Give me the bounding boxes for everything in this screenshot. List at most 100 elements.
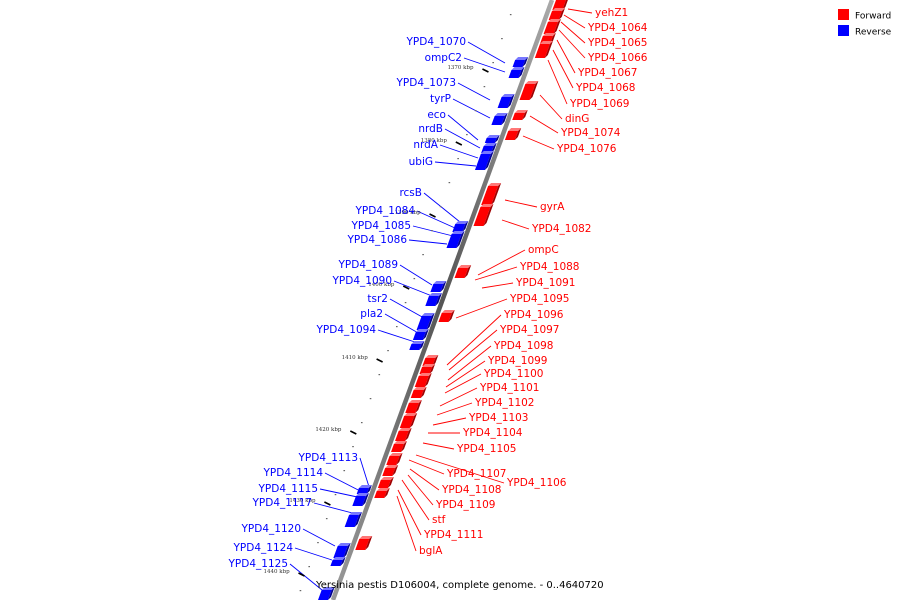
gene-label-ypd4-1076[interactable]: YPD4_1076 xyxy=(556,143,617,155)
gene-label-pla2[interactable]: pla2 xyxy=(360,308,383,320)
gene-label-ypd4-1098[interactable]: YPD4_1098 xyxy=(493,340,553,352)
gene-label-ypd4-1113[interactable]: YPD4_1113 xyxy=(298,452,358,464)
gene-block-forward[interactable] xyxy=(391,441,407,452)
gene-block-forward[interactable] xyxy=(512,110,528,120)
gene-label-ypd4-1065[interactable]: YPD4_1065 xyxy=(587,37,647,49)
gene-label-tsr2[interactable]: tsr2 xyxy=(367,293,388,305)
gene-block-forward[interactable] xyxy=(419,364,436,374)
gene-label-ypd4-1094[interactable]: YPD4_1094 xyxy=(316,324,377,336)
gene-label-ypd4-1090[interactable]: YPD4_1090 xyxy=(332,275,392,287)
gene-label-ypd4-1073[interactable]: YPD4_1073 xyxy=(396,77,456,89)
gene-label-ypd4-1114[interactable]: YPD4_1114 xyxy=(263,467,324,479)
gene-label-ypd4-1091[interactable]: YPD4_1091 xyxy=(515,277,575,289)
gene-label-ypd4-1089[interactable]: YPD4_1089 xyxy=(338,259,398,271)
gene-block-forward[interactable] xyxy=(438,310,455,322)
gene-block-reverse[interactable] xyxy=(356,485,372,494)
gene-label-ubig[interactable]: ubiG xyxy=(409,156,433,168)
gene-block-reverse[interactable] xyxy=(333,543,351,558)
gene-label-eco[interactable]: eco xyxy=(427,109,446,121)
gene-block-reverse[interactable] xyxy=(412,329,429,340)
gene-block-forward[interactable] xyxy=(410,387,427,398)
legend-item-forward[interactable]: Forward xyxy=(838,9,891,22)
gene-label-tyrp[interactable]: tyrP xyxy=(430,93,451,105)
gene-label-ompc2[interactable]: ompC2 xyxy=(425,52,462,64)
gene-label-ypd4-1103[interactable]: YPD4_1103 xyxy=(468,412,528,424)
gene-block-reverse[interactable] xyxy=(491,113,508,125)
gene-label-ypd4-1067[interactable]: YPD4_1067 xyxy=(577,67,637,79)
gene-label-ypd4-1082[interactable]: YPD4_1082 xyxy=(531,223,591,235)
gene-label-ypd4-1099[interactable]: YPD4_1099 xyxy=(487,355,547,367)
gene-block-forward[interactable] xyxy=(504,128,522,140)
gene-label-ypd4-1102[interactable]: YPD4_1102 xyxy=(474,397,534,409)
gene-label-ypd4-1104[interactable]: YPD4_1104 xyxy=(462,427,523,439)
gene-block-reverse[interactable] xyxy=(318,587,335,600)
gene-block-reverse[interactable] xyxy=(446,231,465,248)
gene-block-forward[interactable] xyxy=(473,204,494,226)
gene-block-forward[interactable] xyxy=(395,428,412,441)
gene-label-ypd4-1125[interactable]: YPD4_1125 xyxy=(228,558,288,570)
gene-block-reverse[interactable] xyxy=(425,293,442,306)
gene-block-reverse[interactable] xyxy=(409,341,425,350)
gene-label-bgla[interactable]: bglA xyxy=(419,545,443,557)
gene-block-reverse[interactable] xyxy=(452,221,469,232)
gene-block-forward[interactable] xyxy=(414,373,432,387)
gene-block-forward[interactable] xyxy=(377,477,394,488)
gene-block-reverse[interactable] xyxy=(330,557,346,566)
gene-label-nrdb[interactable]: nrdB xyxy=(418,123,443,135)
gene-label-rcsb[interactable]: rcsB xyxy=(399,187,422,199)
gene-block-forward[interactable] xyxy=(382,465,399,476)
gene-block-reverse[interactable] xyxy=(344,512,363,527)
gene-block-forward[interactable] xyxy=(548,8,565,20)
gene-block-reverse[interactable] xyxy=(508,67,525,78)
gene-block-reverse[interactable] xyxy=(497,94,515,108)
gene-block-forward[interactable] xyxy=(399,413,418,428)
gene-block-reverse[interactable] xyxy=(352,493,369,506)
gene-label-ypd4-1097[interactable]: YPD4_1097 xyxy=(499,324,559,336)
gene-block-forward[interactable] xyxy=(543,19,561,34)
gene-block-forward[interactable] xyxy=(481,183,502,205)
gene-label-ypd4-1108[interactable]: YPD4_1108 xyxy=(441,484,501,496)
gene-label-ypd4-1105[interactable]: YPD4_1105 xyxy=(456,443,516,455)
legend-item-reverse[interactable]: Reverse xyxy=(838,25,892,38)
gene-block-forward[interactable] xyxy=(454,265,472,278)
gene-label-nrda[interactable]: nrdA xyxy=(413,139,438,151)
gene-block-reverse[interactable] xyxy=(512,57,529,67)
gene-label-ypd4-1096[interactable]: YPD4_1096 xyxy=(503,309,564,321)
gene-label-ypd4-1109[interactable]: YPD4_1109 xyxy=(435,499,495,511)
gene-label-ypd4-1107[interactable]: YPD4_1107 xyxy=(446,468,506,480)
gene-label-ompc[interactable]: ompC xyxy=(528,244,559,256)
gene-label-stf[interactable]: stf xyxy=(432,514,446,526)
gene-label-gyra[interactable]: gyrA xyxy=(540,201,565,213)
gene-block-forward[interactable] xyxy=(405,400,422,413)
gene-label-ypd4-1064[interactable]: YPD4_1064 xyxy=(587,22,648,34)
gene-block-forward[interactable] xyxy=(386,453,403,465)
gene-label-ding[interactable]: dinG xyxy=(565,113,589,125)
gene-label-ypd4-1066[interactable]: YPD4_1066 xyxy=(587,52,648,64)
gene-label-ypd4-1115[interactable]: YPD4_1115 xyxy=(258,483,318,495)
gene-block-reverse[interactable] xyxy=(481,143,497,153)
gene-block-forward[interactable] xyxy=(355,536,373,550)
gene-label-ypd4-1088[interactable]: YPD4_1088 xyxy=(519,261,579,273)
gene-label-ypd4-1117[interactable]: YPD4_1117 xyxy=(252,497,312,509)
gene-label-ypd4-1070[interactable]: YPD4_1070 xyxy=(406,36,466,48)
gene-label-ypd4-1085[interactable]: YPD4_1085 xyxy=(351,220,411,232)
gene-block-reverse[interactable] xyxy=(430,281,447,292)
gene-label-ypd4-1074[interactable]: YPD4_1074 xyxy=(560,127,621,139)
gene-block-reverse[interactable] xyxy=(416,313,435,330)
gene-label-ypd4-1086[interactable]: YPD4_1086 xyxy=(347,234,408,246)
gene-label-ypd4-1111[interactable]: YPD4_1111 xyxy=(423,529,483,541)
gene-label-ypd4-1069[interactable]: YPD4_1069 xyxy=(569,98,629,110)
gene-block-forward[interactable] xyxy=(519,81,539,100)
gene-block-forward[interactable] xyxy=(374,488,390,498)
gene-block-forward[interactable] xyxy=(534,41,553,58)
gene-block-reverse[interactable] xyxy=(474,151,494,170)
gene-label-ypd4-1101[interactable]: YPD4_1101 xyxy=(479,382,539,394)
gene-label-yehz1[interactable]: yehZ1 xyxy=(595,7,628,19)
gene-label-ypd4-1120[interactable]: YPD4_1120 xyxy=(241,523,301,535)
gene-label-ypd4-1106[interactable]: YPD4_1106 xyxy=(506,477,567,489)
gene-label-ypd4-1124[interactable]: YPD4_1124 xyxy=(233,542,294,554)
gene-label-ypd4-1100[interactable]: YPD4_1100 xyxy=(483,368,543,380)
gene-label-ypd4-1068[interactable]: YPD4_1068 xyxy=(575,82,635,94)
gene-block-reverse[interactable] xyxy=(484,135,500,143)
gene-label-ypd4-1095[interactable]: YPD4_1095 xyxy=(509,293,569,305)
